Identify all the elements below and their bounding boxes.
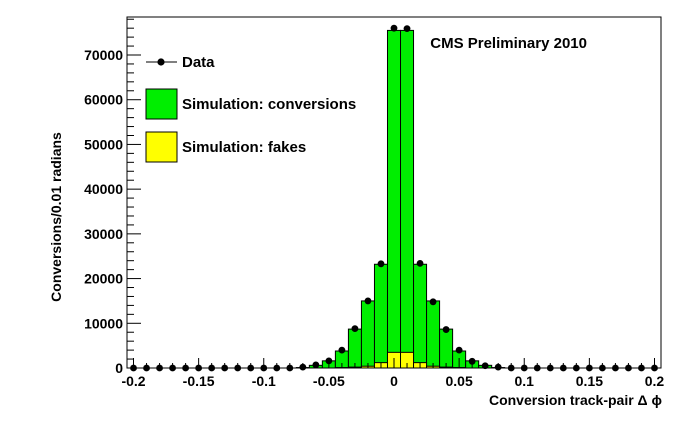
y-tick-label: 50000 — [84, 136, 123, 152]
legend-label: Data — [182, 54, 215, 71]
legend-data-marker — [157, 58, 165, 66]
bar-simulation-conversions — [360, 300, 375, 369]
bar-simulation-conversions — [347, 328, 362, 369]
y-tick-label: 20000 — [84, 271, 123, 287]
bar-simulation-conversions — [413, 263, 428, 369]
data-point — [390, 24, 398, 32]
y-tick-label: 70000 — [84, 47, 123, 63]
legend-label: Simulation: fakes — [182, 139, 306, 156]
bar-simulation-conversions — [386, 29, 402, 369]
legend-swatch — [145, 131, 178, 163]
y-tick-label: 10000 — [84, 315, 123, 331]
data-point — [455, 346, 463, 354]
y-axis: 0 10000 20000 30000 40000 50000 60000 70000 — [84, 18, 141, 376]
x-tick-label: 0.05 — [445, 373, 472, 389]
y-tick-label: 0 — [115, 360, 123, 376]
data-point — [468, 357, 476, 365]
data-point — [429, 298, 437, 306]
data-point — [364, 297, 372, 305]
x-tick-label: 0.15 — [576, 373, 603, 389]
x-tick-label: -0.05 — [313, 373, 345, 389]
x-tick-label: 0.1 — [515, 373, 535, 389]
legend: Data Simulation: conversions Simulation: f… — [145, 54, 356, 163]
data-point — [377, 260, 385, 268]
legend-label: Simulation: conversions — [182, 96, 356, 113]
data-point — [442, 326, 450, 333]
chart-annotation: CMS Preliminary 2010 — [430, 35, 587, 52]
data-point — [416, 259, 424, 267]
y-axis-label: Conversions/0.01 radians — [48, 132, 64, 302]
x-tick-label: 0 — [390, 373, 398, 389]
x-tick-label: -0.2 — [121, 373, 145, 389]
bar-simulation-conversions — [426, 300, 441, 369]
x-axis: -0.2 -0.15 -0.1 -0.05 0 0.05 0.1 0.15 0.2 — [121, 358, 664, 389]
bar-simulation-conversions — [400, 29, 415, 369]
histogram-layer — [295, 29, 506, 369]
y-tick-label: 60000 — [84, 92, 123, 108]
y-tick-label: 40000 — [84, 181, 123, 197]
bar-simulation-conversions — [439, 328, 454, 369]
x-tick-label: -0.15 — [183, 373, 215, 389]
data-point — [351, 325, 359, 333]
legend-swatch — [145, 88, 178, 120]
x-axis-label: Conversion track-pair Δ ϕ — [489, 392, 662, 408]
bar-simulation-conversions — [373, 263, 388, 369]
x-tick-label: 0.2 — [645, 373, 665, 389]
data-point — [403, 25, 411, 33]
data-point — [338, 346, 346, 354]
y-tick-label: 30000 — [84, 226, 123, 242]
x-tick-label: -0.1 — [252, 373, 276, 389]
